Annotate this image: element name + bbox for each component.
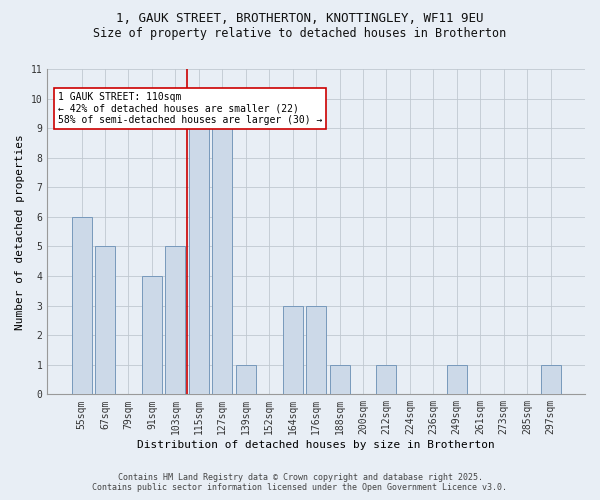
Bar — [236, 365, 256, 394]
Text: 1, GAUK STREET, BROTHERTON, KNOTTINGLEY, WF11 9EU: 1, GAUK STREET, BROTHERTON, KNOTTINGLEY,… — [116, 12, 484, 26]
Bar — [376, 365, 397, 394]
Bar — [71, 217, 92, 394]
Text: Contains HM Land Registry data © Crown copyright and database right 2025.
Contai: Contains HM Land Registry data © Crown c… — [92, 473, 508, 492]
Text: 1 GAUK STREET: 110sqm
← 42% of detached houses are smaller (22)
58% of semi-deta: 1 GAUK STREET: 110sqm ← 42% of detached … — [58, 92, 322, 125]
Bar — [142, 276, 162, 394]
Text: Size of property relative to detached houses in Brotherton: Size of property relative to detached ho… — [94, 28, 506, 40]
X-axis label: Distribution of detached houses by size in Brotherton: Distribution of detached houses by size … — [137, 440, 495, 450]
Bar — [329, 365, 350, 394]
Bar — [189, 128, 209, 394]
Bar — [306, 306, 326, 394]
Bar — [541, 365, 560, 394]
Y-axis label: Number of detached properties: Number of detached properties — [15, 134, 25, 330]
Bar — [166, 246, 185, 394]
Bar — [95, 246, 115, 394]
Bar — [447, 365, 467, 394]
Bar — [212, 128, 232, 394]
Bar — [283, 306, 302, 394]
